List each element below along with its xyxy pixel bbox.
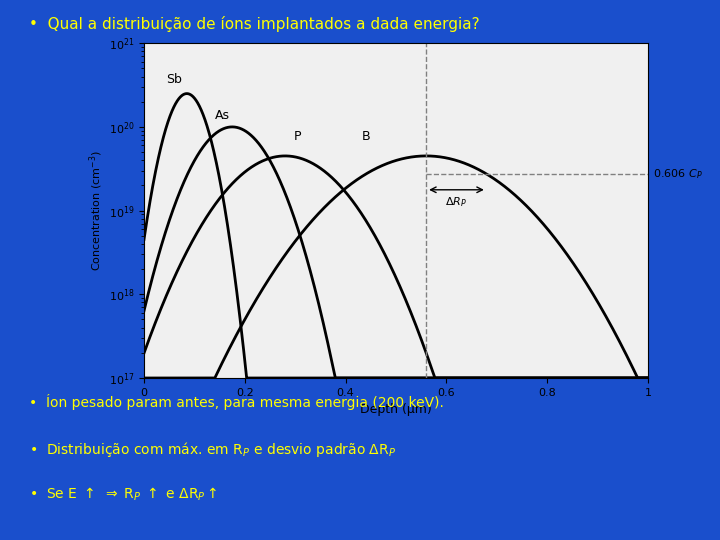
Text: 0.606 $C_P$: 0.606 $C_P$ xyxy=(653,167,703,181)
Text: B: B xyxy=(361,130,370,143)
Text: Sb: Sb xyxy=(166,73,182,86)
Text: P: P xyxy=(294,130,302,143)
Text: •  Qual a distribuição de íons implantados a dada energia?: • Qual a distribuição de íons implantado… xyxy=(29,16,480,32)
Text: As: As xyxy=(215,109,230,122)
Text: •  Íon pesado param antes, para mesma energia (200 keV).: • Íon pesado param antes, para mesma ene… xyxy=(29,394,444,410)
Text: •  Distribuição com máx. em R$_P$ e desvio padrão $\Delta$R$_P$: • Distribuição com máx. em R$_P$ e desvi… xyxy=(29,440,396,459)
Text: •  Se E $\uparrow$ $\Rightarrow$ R$_P$ $\uparrow$ e $\Delta$R$_P$$\uparrow$: • Se E $\uparrow$ $\Rightarrow$ R$_P$ $\… xyxy=(29,486,217,503)
X-axis label: Depth (µm): Depth (µm) xyxy=(360,403,432,416)
Text: $\Delta R_P$: $\Delta R_P$ xyxy=(446,195,467,210)
Y-axis label: Concentration (cm$^{-3}$): Concentration (cm$^{-3}$) xyxy=(87,150,104,271)
